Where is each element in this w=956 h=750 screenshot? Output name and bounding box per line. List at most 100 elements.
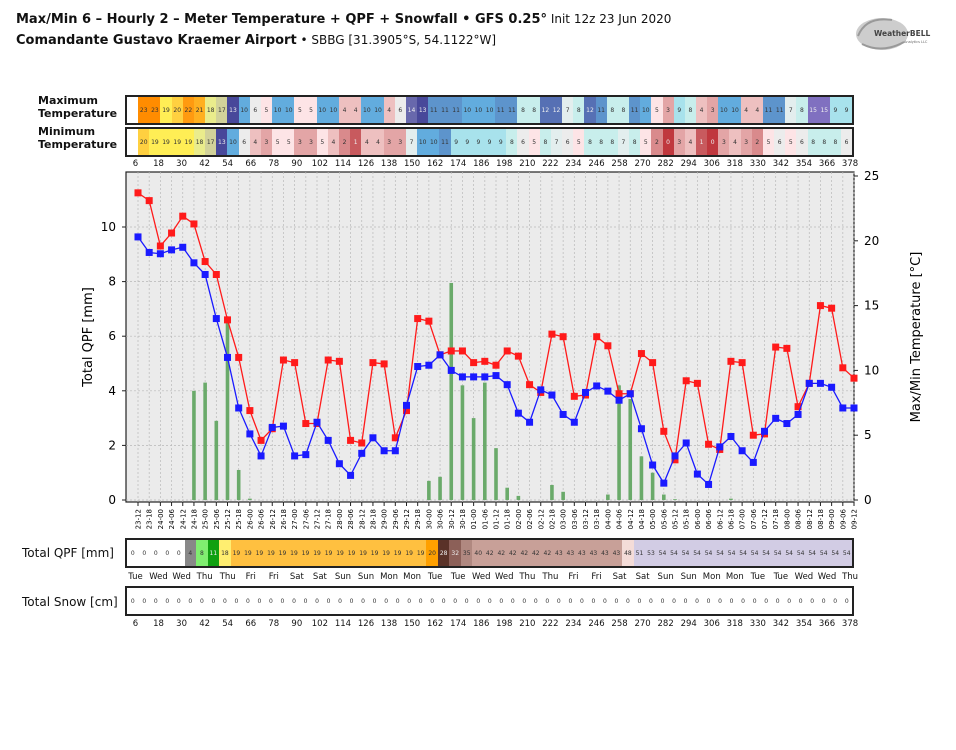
- min-temp-cell: 8: [539, 129, 551, 155]
- qpf-bar: [561, 491, 565, 500]
- x-tick-label: 24-12: [179, 509, 187, 529]
- max-temp-marker: [190, 220, 198, 228]
- min-temp-cell: 4: [249, 129, 261, 155]
- qpf-bar: [494, 448, 498, 500]
- max-temp-cell: 10: [238, 97, 250, 123]
- qpf-cell: 54: [760, 540, 772, 566]
- max-temp-cell: 8: [606, 97, 618, 123]
- qpf-cell: 18: [219, 540, 231, 566]
- min-temp-cell: 5: [316, 129, 328, 155]
- day-label: Fri: [245, 572, 256, 582]
- x-tick-label: 25-18: [235, 509, 243, 529]
- forecast-hour-tick: 330: [749, 159, 766, 169]
- max-temp-marker: [414, 315, 422, 323]
- max-temp-marker: [358, 439, 366, 447]
- qpf-cell: 0: [161, 540, 174, 566]
- min-temp-cell: 19: [149, 129, 161, 155]
- snow-cell: 0: [460, 588, 473, 614]
- max-temp-marker: [235, 353, 243, 361]
- max-temp-cell: 9: [841, 97, 853, 123]
- snow-cell: 0: [702, 588, 715, 614]
- forecast-hour-tick: 66: [245, 619, 257, 629]
- max-temp-cell: 3: [662, 97, 674, 123]
- qpf-cell: 42: [541, 540, 554, 566]
- min-temp-cell: 3: [383, 129, 395, 155]
- min-temp-marker: [134, 233, 142, 241]
- forecast-hour-tick: 354: [795, 619, 813, 629]
- min-temp-marker: [693, 470, 701, 478]
- snow-cell: 0: [322, 588, 335, 614]
- min-temp-cell: 8: [829, 129, 841, 155]
- day-label: Tue: [450, 572, 466, 582]
- weatherbell-logo: WeatherBELL Analytics LLC: [856, 18, 930, 50]
- max-temp-cell: 8: [517, 97, 529, 123]
- qpf-cell: 19: [265, 540, 277, 566]
- min-temp-marker: [526, 418, 534, 426]
- min-temp-marker: [246, 430, 254, 438]
- x-tick-label: 23-18: [146, 509, 154, 529]
- x-tick-label: 03-18: [593, 509, 601, 529]
- snow-cell: 0: [230, 588, 243, 614]
- snow-cell: 0: [173, 588, 185, 614]
- min-temp-marker: [190, 259, 198, 267]
- min-temp-cell: 10: [417, 129, 429, 155]
- min-temp-marker: [559, 410, 567, 418]
- x-tick-label: 09-00: [828, 509, 836, 529]
- forecast-hour-tick: 222: [542, 159, 559, 169]
- forecast-hour-tick: 258: [611, 159, 628, 169]
- min-temp-marker: [548, 391, 556, 399]
- max-temp-cell: 11: [495, 97, 507, 123]
- min-temp-marker: [649, 461, 657, 469]
- x-tick-label: 06-18: [727, 509, 735, 529]
- qpf-cell: 19: [345, 540, 358, 566]
- snow-cell: 0: [610, 588, 623, 614]
- snow-cell: 0: [483, 588, 496, 614]
- forecast-hour-tick: 42: [199, 159, 211, 169]
- max-temp-cell: 10: [272, 97, 284, 123]
- x-tick-label: 25-00: [202, 509, 210, 529]
- forecast-hour-tick: 366: [818, 619, 836, 629]
- x-tick-label: 26-18: [280, 509, 288, 529]
- qpf-cell: 19: [322, 540, 335, 566]
- min-temp-marker: [201, 270, 209, 278]
- max-temp-cell: 9: [673, 97, 685, 123]
- snow-cell: 0: [760, 588, 772, 614]
- max-temp-marker: [615, 390, 623, 398]
- forecast-hour-axis-top: 6 18 30 42 54 66 78 90 102 114 126 138 150 162 174 186 1…: [125, 159, 858, 171]
- max-temp-cell: 10: [316, 97, 328, 123]
- qpf-cell: 19: [414, 540, 427, 566]
- qpf-cell: 51: [633, 540, 646, 566]
- qpf-bar: [650, 472, 655, 500]
- forecast-hour-tick: 210: [519, 619, 536, 629]
- qpf-cell: 42: [495, 540, 508, 566]
- min-temp-marker: [637, 425, 645, 433]
- qpf-bar: [662, 494, 666, 500]
- x-tick-label: 03-00: [560, 509, 568, 529]
- forecast-hour-tick: 270: [634, 619, 651, 629]
- forecast-hour-tick: 258: [611, 619, 628, 629]
- y2-tick-label: 5: [864, 428, 872, 442]
- day-label: Thu: [219, 572, 236, 582]
- min-temp-marker: [794, 410, 802, 418]
- snow-cell: 0: [426, 588, 438, 614]
- max-temp-cell: 13: [227, 97, 239, 123]
- snow-cell: 0: [207, 588, 220, 614]
- max-temp-cell: 15: [807, 97, 819, 123]
- snow-cell: 0: [380, 588, 392, 614]
- forecast-hour-tick: 282: [657, 619, 674, 629]
- max-temp-marker: [481, 357, 489, 365]
- x-tick-label: 02-06: [526, 508, 534, 529]
- snow-cell: 0: [507, 588, 519, 614]
- svg-text:WeatherBELL: WeatherBELL: [874, 29, 930, 38]
- qpf-cell: 32: [449, 540, 461, 566]
- x-tick-label: 09-12: [851, 509, 859, 529]
- max-temp-cell: 6: [249, 97, 261, 123]
- qpf-cell: 19: [403, 540, 415, 566]
- qpf-cell: 4: [184, 540, 197, 566]
- qpf-cell: 19: [334, 540, 346, 566]
- min-temp-marker: [582, 388, 589, 396]
- min-temp-marker: [537, 386, 545, 394]
- min-temp-marker: [358, 449, 366, 457]
- max-temp-marker: [548, 330, 556, 338]
- forecast-hour-tick: 78: [268, 159, 280, 169]
